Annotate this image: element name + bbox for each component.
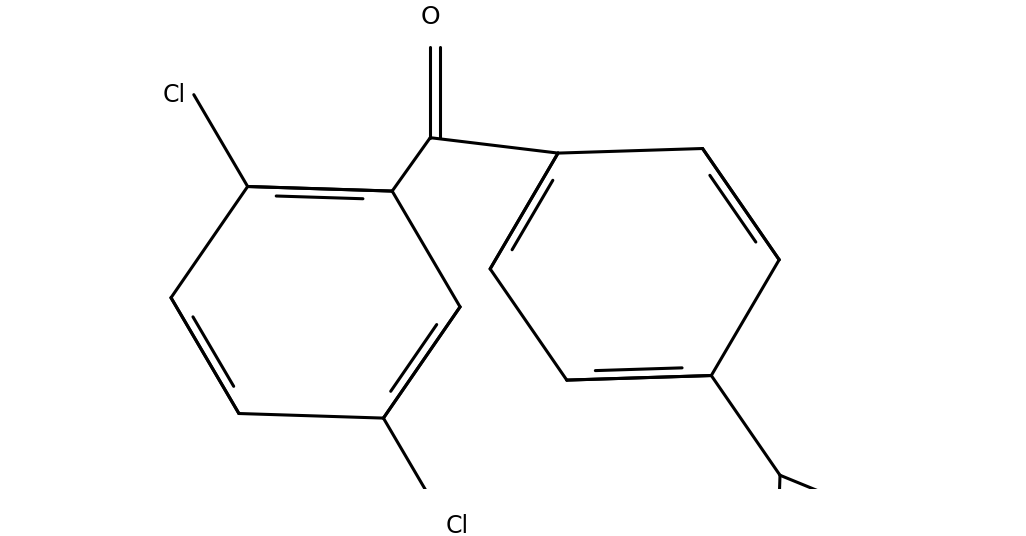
Text: Cl: Cl bbox=[163, 83, 186, 107]
Text: Cl: Cl bbox=[445, 515, 469, 536]
Text: O: O bbox=[421, 5, 440, 29]
